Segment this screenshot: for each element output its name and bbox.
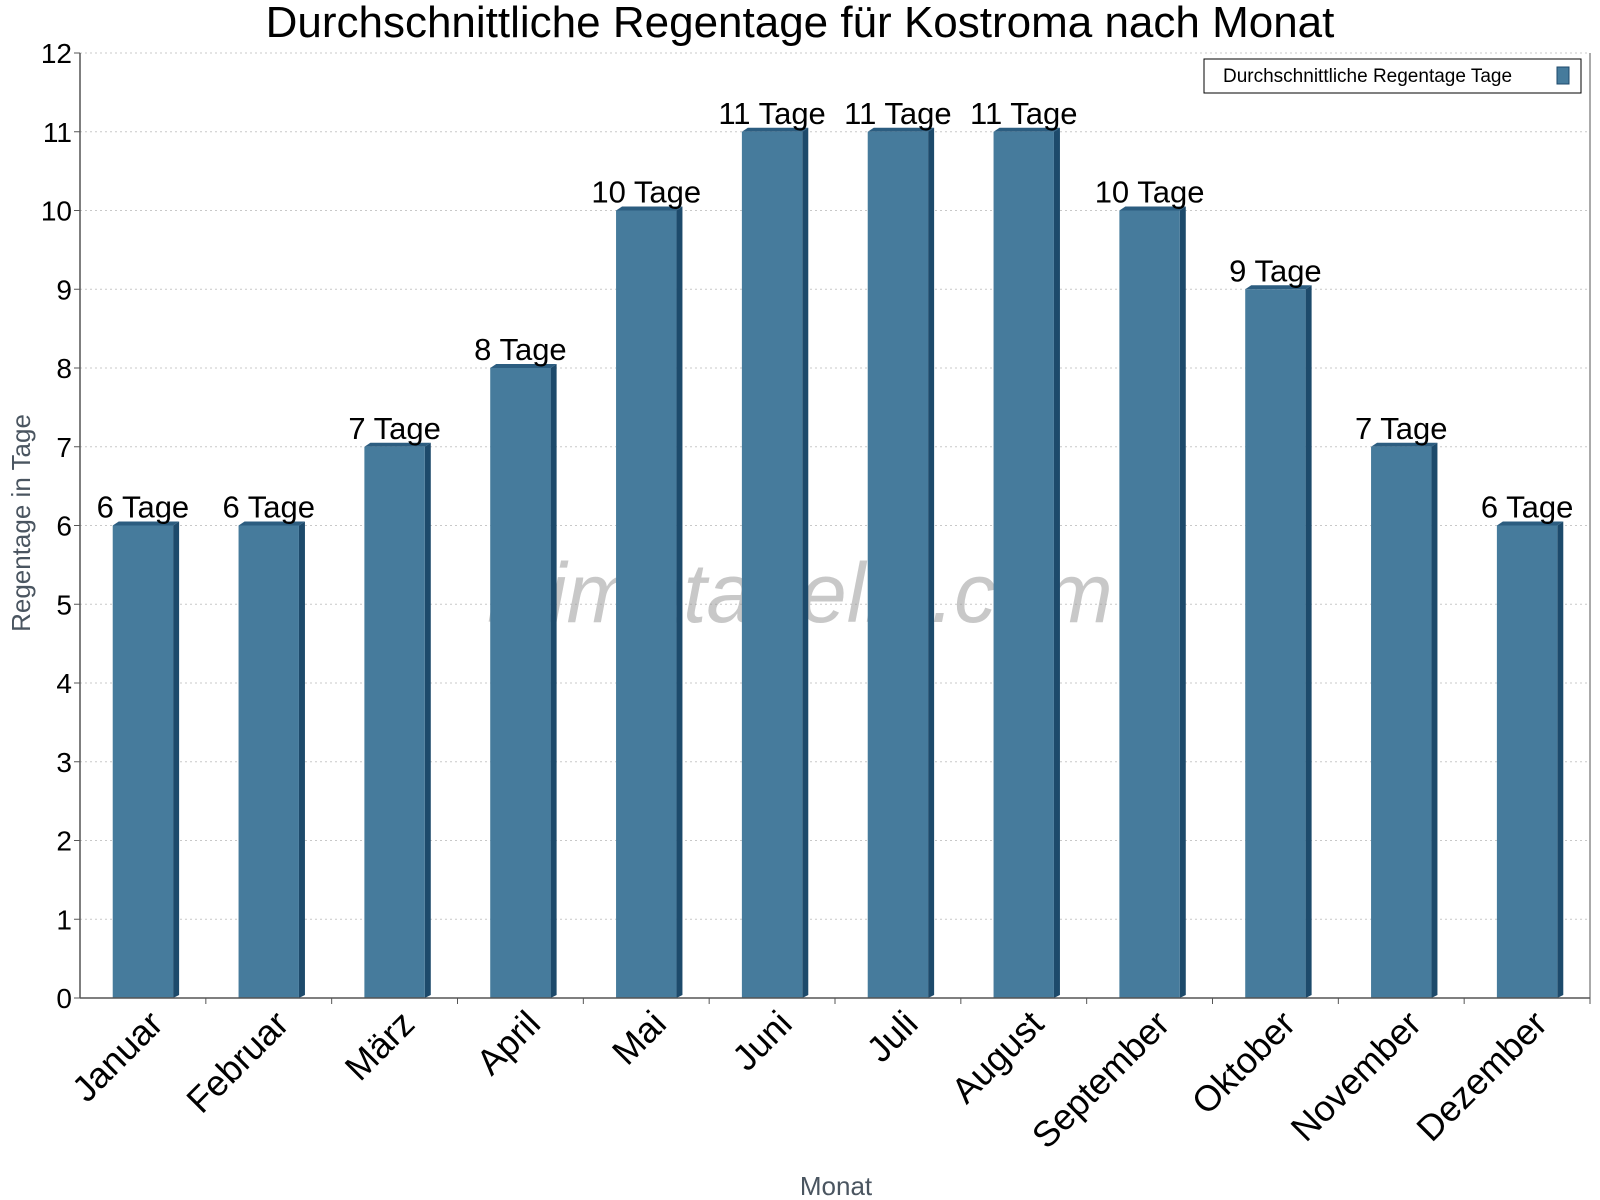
data-label: 10 Tage: [591, 175, 701, 210]
y-tick-label: 7: [56, 432, 72, 463]
y-tick-label: 6: [56, 511, 72, 542]
y-tick-label: 5: [56, 589, 72, 620]
bar-side: [550, 364, 557, 998]
bar-top: [616, 206, 683, 211]
data-label: 6 Tage: [1481, 490, 1574, 525]
x-tick-label: April: [468, 1003, 548, 1083]
bar-side: [1557, 521, 1564, 998]
bar-side: [802, 127, 809, 998]
grid-lines: [80, 52, 1590, 920]
bar-side: [1053, 127, 1060, 998]
data-label: 8 Tage: [474, 332, 567, 367]
bar-side: [1305, 285, 1312, 998]
bar-side: [676, 206, 683, 998]
y-tick-label: 12: [41, 38, 72, 69]
bar: [741, 131, 803, 998]
x-tick-label: Januar: [64, 1003, 171, 1110]
x-tick-label: November: [1282, 1003, 1428, 1149]
x-tick-label: Oktober: [1184, 1003, 1304, 1123]
data-label: 7 Tage: [1355, 411, 1448, 446]
bar-top: [1245, 285, 1312, 290]
data-label: 6 Tage: [97, 490, 190, 525]
bar: [1119, 210, 1180, 998]
x-axis-ticks: Januar Februar März April Mai Juni Juli AugustS…: [64, 998, 1591, 1157]
y-tick-label: 4: [56, 668, 72, 699]
bar: [993, 131, 1054, 998]
y-tick-label: 2: [56, 826, 72, 857]
bar-top: [490, 364, 557, 368]
y-axis-label: Regentage in Tage: [6, 414, 36, 632]
bar: [364, 446, 425, 998]
y-tick-label: 11: [43, 117, 72, 148]
bar-top: [1371, 442, 1438, 447]
x-tick-label: Juli: [858, 1003, 925, 1070]
x-tick-label: Mai: [604, 1003, 674, 1073]
y-tick-label: 9: [56, 274, 72, 305]
bar-top: [993, 127, 1060, 132]
bar-side: [1431, 442, 1438, 998]
x-axis-label: Monat: [800, 1171, 873, 1200]
bar: [1496, 525, 1558, 998]
bar: [490, 368, 551, 998]
bar-side: [173, 521, 180, 998]
y-tick-label: 10: [41, 196, 72, 227]
bar-side: [298, 521, 305, 998]
chart-title: Durchschnittliche Regentage für Kostroma…: [266, 0, 1335, 47]
bar-top: [741, 127, 809, 132]
y-tick-label: 3: [56, 747, 72, 778]
y-tick-label: 8: [56, 353, 72, 384]
x-tick-label: Juni: [724, 1003, 800, 1079]
data-label: 9 Tage: [1229, 253, 1322, 288]
bar: [112, 525, 174, 998]
bar-side: [928, 127, 935, 998]
data-label: 6 Tage: [222, 490, 315, 525]
bar: [1245, 289, 1306, 998]
bar: [867, 131, 929, 998]
bar-top: [238, 521, 305, 526]
x-tick-label: Dezember: [1408, 1003, 1554, 1149]
bar-top: [1119, 206, 1186, 211]
data-label: 11 Tage: [718, 96, 825, 131]
data-label: 11 Tage: [844, 96, 951, 131]
data-label: 7 Tage: [348, 411, 441, 446]
bar-side: [424, 442, 431, 998]
bar-top: [867, 127, 935, 132]
bar-top: [112, 521, 180, 526]
legend-swatch: [1556, 66, 1570, 85]
bar: [238, 525, 299, 998]
legend: Durchschnittliche Regentage Tage: [1203, 58, 1582, 94]
bar-top: [1496, 521, 1564, 526]
bar-side: [1179, 206, 1186, 998]
x-tick-label: März: [337, 1003, 423, 1089]
x-tick-label: August: [943, 1003, 1051, 1111]
bar: [616, 210, 677, 998]
bar: [1371, 446, 1432, 998]
bar-top: [364, 442, 431, 447]
x-tick-label: Februar: [178, 1003, 296, 1121]
legend-box: [1203, 58, 1582, 94]
legend-label: Durchschnittliche Regentage Tage: [1223, 66, 1512, 87]
y-tick-label: 0: [56, 983, 72, 1014]
data-label: 11 Tage: [970, 96, 1077, 131]
data-labels: 6 Tage 6 Tage 7 Tage 8 Tage 10 Tage 11 Tage 11…: [97, 96, 1574, 525]
bars: [112, 127, 1564, 998]
y-tick-label: 1: [56, 904, 72, 935]
data-label: 10 Tage: [1095, 175, 1205, 210]
x-tick-label: September: [1024, 1003, 1178, 1157]
